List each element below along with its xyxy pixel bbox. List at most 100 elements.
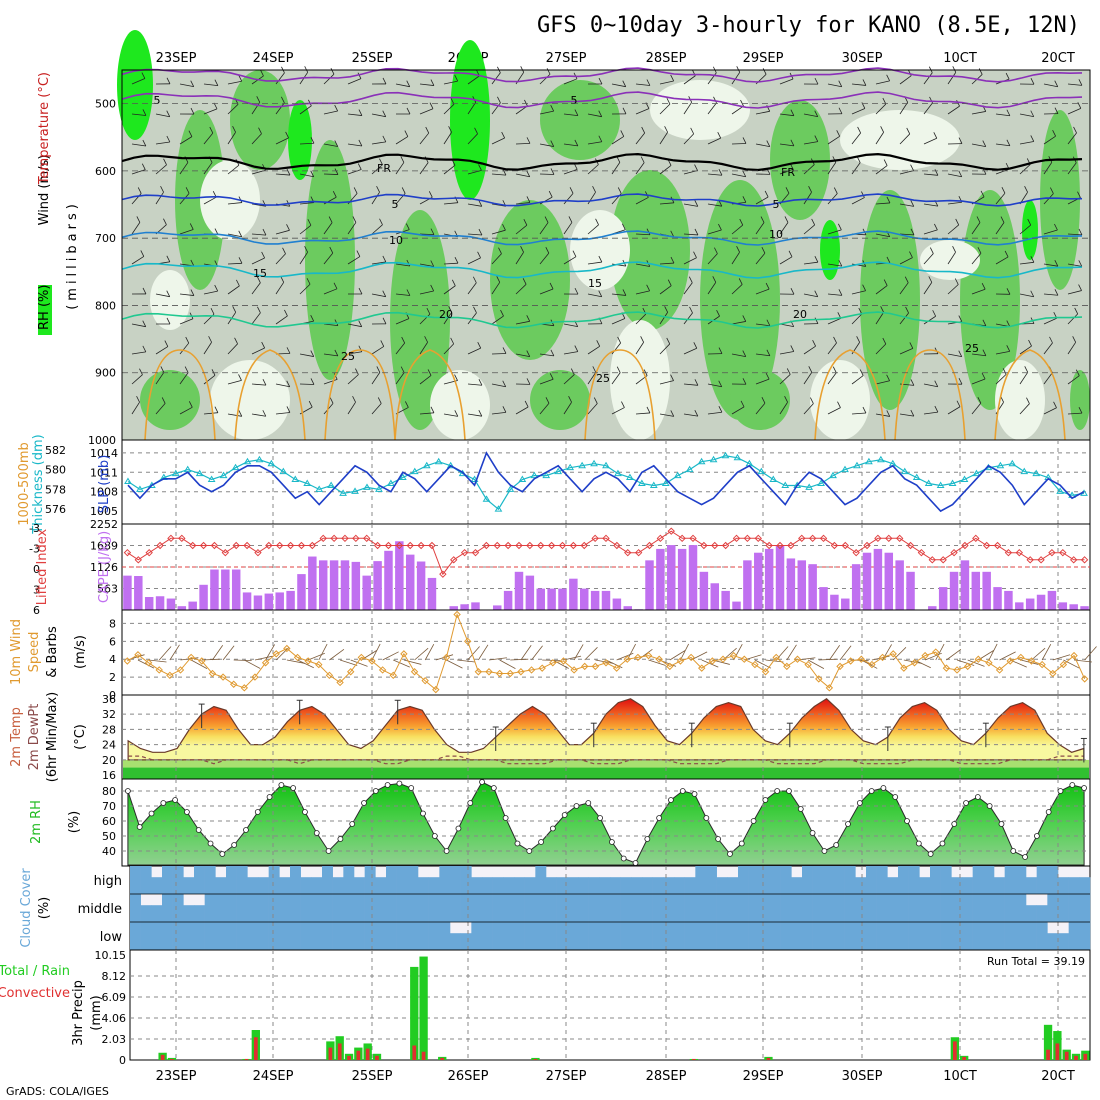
wind-barb-flag bbox=[1024, 366, 1029, 373]
wind-barb bbox=[1043, 263, 1058, 267]
wind-barb-flag bbox=[790, 139, 795, 147]
wind-barb bbox=[491, 72, 501, 85]
rh2m-marker bbox=[1081, 785, 1087, 791]
wind-barb bbox=[323, 173, 339, 175]
wind-barb-flag bbox=[1074, 307, 1079, 315]
wind-barb bbox=[1043, 293, 1058, 296]
cloud-cell bbox=[983, 866, 995, 894]
wind-barb bbox=[347, 256, 361, 265]
wind-barb-flag bbox=[448, 126, 452, 133]
cloud-cell bbox=[631, 922, 643, 950]
cloud-cell bbox=[140, 866, 152, 894]
rh-band bbox=[960, 190, 1020, 410]
wind-barb-flag bbox=[379, 158, 383, 165]
wind-barb bbox=[659, 165, 672, 175]
wind10-barbs bbox=[127, 643, 1097, 669]
rh2m-marker bbox=[1022, 854, 1028, 860]
wind-barb-flag bbox=[742, 137, 747, 144]
wind-barb-flag bbox=[1054, 80, 1059, 87]
wind-barb bbox=[371, 224, 383, 235]
wind10-marker bbox=[198, 657, 206, 665]
li-marker bbox=[547, 541, 556, 550]
wind-barb-flag bbox=[382, 77, 387, 85]
wind-barb bbox=[563, 374, 575, 385]
rh-saturated-band bbox=[450, 40, 490, 200]
thickness-marker bbox=[757, 467, 766, 475]
wind10-marker bbox=[985, 659, 993, 667]
wind-barb-flag bbox=[814, 317, 819, 324]
rh2m-marker bbox=[738, 840, 745, 847]
wind-barb bbox=[347, 222, 357, 235]
wind-barb bbox=[683, 203, 698, 207]
cape-bar bbox=[1069, 604, 1078, 610]
thickness-marker bbox=[578, 461, 586, 469]
li-marker bbox=[917, 548, 926, 557]
wind-barb bbox=[971, 252, 982, 265]
cloud-cell bbox=[386, 922, 397, 950]
wind-barb-flag bbox=[596, 340, 601, 347]
wind-barb-flag bbox=[478, 228, 483, 236]
li-markers bbox=[123, 527, 1089, 578]
li-marker bbox=[134, 556, 143, 564]
wind-barb-flag bbox=[909, 251, 913, 258]
cloud-cell bbox=[300, 894, 312, 922]
rh2m-marker bbox=[868, 788, 875, 794]
wind-barb bbox=[803, 113, 818, 118]
wind10-marker bbox=[155, 666, 163, 674]
wind-barb bbox=[635, 412, 650, 415]
wind-barb-flag bbox=[427, 369, 432, 376]
thickness-marker bbox=[518, 475, 527, 483]
cloud-cell bbox=[823, 922, 835, 950]
tick-label: 576 bbox=[45, 503, 66, 516]
wind10-marker bbox=[751, 660, 759, 669]
wind-barb bbox=[971, 378, 986, 385]
cloud-cells bbox=[130, 866, 1091, 950]
wind-barb bbox=[803, 372, 813, 385]
wind-barb-flag bbox=[137, 187, 142, 194]
rh2m-marker bbox=[809, 830, 816, 836]
wind-barb bbox=[635, 83, 650, 86]
rh2m-marker bbox=[431, 833, 438, 839]
wind-barb-flag bbox=[1006, 345, 1011, 352]
wind-barb-flag bbox=[956, 400, 961, 407]
wind-barb-flag bbox=[814, 77, 819, 85]
thickness-marker bbox=[626, 473, 634, 481]
thickness-marker bbox=[637, 479, 646, 486]
thickness-marker bbox=[267, 459, 276, 467]
wind-barb-flag bbox=[358, 139, 363, 147]
thickness-marker bbox=[912, 473, 921, 481]
wind-barb-flag bbox=[592, 366, 597, 373]
wind-barb bbox=[779, 78, 794, 85]
cloud-cell bbox=[727, 894, 739, 922]
li-marker bbox=[286, 541, 295, 550]
wind-barb-flag bbox=[166, 135, 171, 143]
wind-barb bbox=[851, 412, 866, 415]
wind-barb-flag bbox=[238, 410, 243, 417]
cloud-cell bbox=[1036, 905, 1048, 922]
wind-barb bbox=[587, 261, 602, 265]
slp-ylabel: SLP (mb) bbox=[97, 455, 112, 514]
wind-barb bbox=[899, 348, 914, 355]
wind-barb-flag bbox=[1052, 130, 1056, 137]
contour-25c bbox=[814, 349, 886, 441]
thickness-marker bbox=[339, 489, 347, 496]
wind-barb-flag bbox=[549, 282, 554, 290]
rh2m-marker bbox=[845, 821, 851, 827]
cape-bar bbox=[993, 587, 1002, 610]
top-date-label: 28SEP bbox=[646, 51, 687, 66]
wind-barb bbox=[419, 162, 429, 175]
wind-barb-flag bbox=[211, 369, 216, 376]
wind-barb bbox=[395, 293, 410, 296]
wind-barb-flag bbox=[977, 396, 982, 404]
wind-barb-flag bbox=[617, 187, 622, 194]
wind10-marker bbox=[229, 680, 238, 688]
wind-barb bbox=[899, 413, 914, 417]
cape-bar bbox=[819, 587, 828, 610]
wind-barb-flag bbox=[401, 187, 406, 194]
wind-barb bbox=[851, 313, 863, 325]
cloud-cell bbox=[876, 866, 888, 894]
cloud-units: (%) bbox=[37, 897, 52, 920]
